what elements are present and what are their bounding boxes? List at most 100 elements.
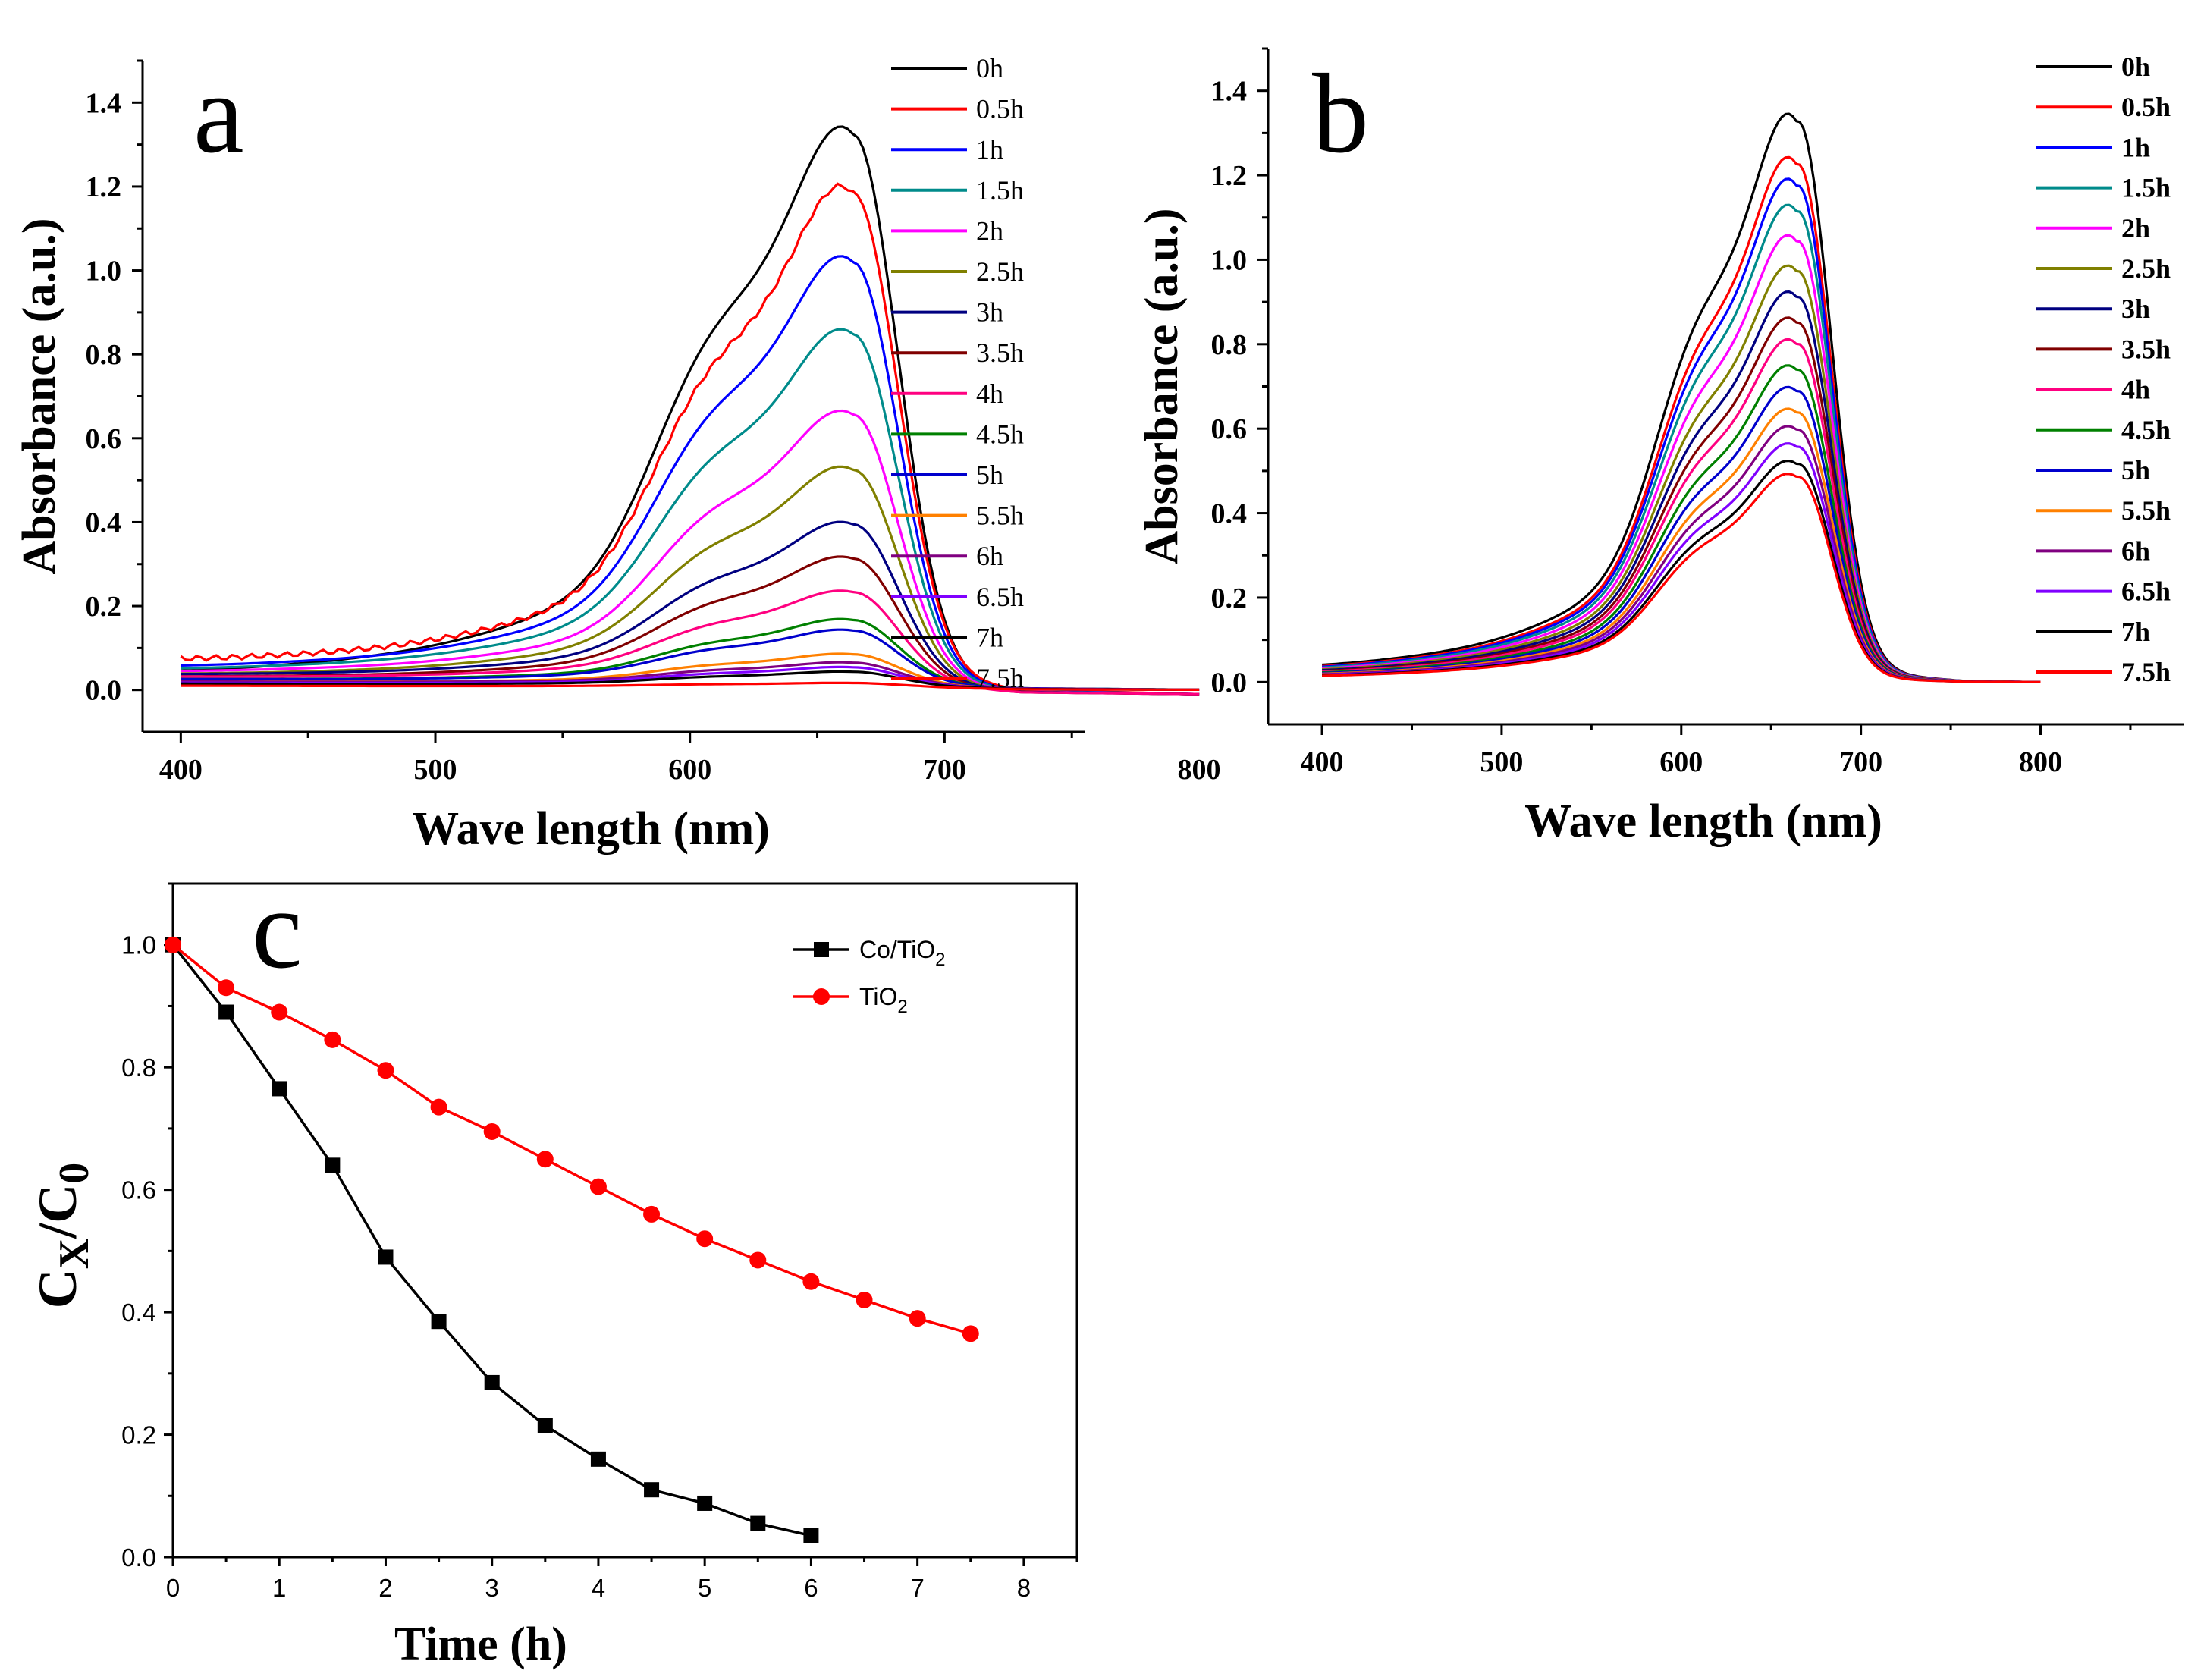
y-tick-label: 1.4 xyxy=(86,87,122,119)
data-point xyxy=(165,936,181,953)
legend-marker xyxy=(813,988,830,1005)
legend-label: 3h xyxy=(976,297,1003,328)
y-tick-label: 0.8 xyxy=(1211,329,1248,361)
y-tick-label: 0.0 xyxy=(1211,667,1248,699)
x-axis-label: Wave length (nm) xyxy=(412,803,770,855)
y-tick-label: 0.6 xyxy=(121,1176,156,1204)
y-tick-label: 0.2 xyxy=(1211,583,1248,614)
x-tick-label: 700 xyxy=(1839,746,1882,778)
x-tick-label: 800 xyxy=(1178,754,1221,786)
legend-label: Co/TiO2 xyxy=(859,936,946,970)
data-point xyxy=(802,1273,820,1290)
series-line-7.5h xyxy=(181,681,1200,691)
legend-label: 3.5h xyxy=(976,338,1024,368)
legend-label: 5.5h xyxy=(976,501,1024,531)
legend-label: 0h xyxy=(976,53,1003,83)
data-point xyxy=(218,1004,234,1020)
legend-label: 1.5h xyxy=(2121,173,2171,203)
plot-frame xyxy=(171,882,1078,1559)
panel-letter: b xyxy=(1312,51,1369,177)
legend-label: 2.5h xyxy=(976,256,1024,287)
y-tick-label: 0.2 xyxy=(121,1421,156,1449)
legend-label: 3.5h xyxy=(2121,334,2171,364)
legend-label: 7h xyxy=(2121,617,2150,647)
legend-label: 6h xyxy=(2121,535,2150,566)
data-point xyxy=(589,1178,607,1195)
series-line-1h xyxy=(181,255,1200,696)
x-tick-label: 4 xyxy=(592,1574,605,1602)
legend-label: 4h xyxy=(976,378,1003,409)
y-tick-label: 0.6 xyxy=(1211,413,1248,445)
y-tick-label: 0.4 xyxy=(86,507,122,539)
data-point xyxy=(324,1031,341,1048)
data-point xyxy=(537,1418,553,1433)
data-point xyxy=(536,1151,554,1168)
x-tick-label: 800 xyxy=(2019,746,2062,778)
y-tick-label: 1.2 xyxy=(86,171,122,203)
data-point xyxy=(750,1515,766,1531)
data-point xyxy=(377,1062,394,1079)
y-tick-label: 0.4 xyxy=(1211,498,1248,530)
x-tick-label: 400 xyxy=(159,754,203,786)
legend-label: 2h xyxy=(976,215,1003,246)
series-line-7h xyxy=(1322,460,2041,683)
data-point xyxy=(484,1374,500,1390)
data-point xyxy=(643,1205,661,1223)
legend-label: 7.5h xyxy=(976,663,1024,693)
x-tick-label: 5 xyxy=(698,1574,711,1602)
legend-label: 1h xyxy=(976,134,1003,165)
panel-letter: c xyxy=(252,866,303,992)
legend-label: 4.5h xyxy=(2121,415,2171,445)
series-line-4h xyxy=(1322,338,2041,683)
legend-label: 0.5h xyxy=(2121,92,2171,122)
x-tick-label: 600 xyxy=(668,754,711,786)
y-tick-label: 1.0 xyxy=(86,256,122,287)
x-tick-label: 3 xyxy=(485,1574,499,1602)
x-tick-label: 6 xyxy=(804,1574,818,1602)
x-axis-label: Time (h) xyxy=(394,1619,567,1670)
series-line-0h xyxy=(181,125,1200,696)
chart-panel-b: 0.0 0.2 0.4 0.6 0.8 1.0 1.2 1.4 400 500 600 700 800 W… xyxy=(1136,47,2184,847)
x-tick-label: 1 xyxy=(272,1574,286,1602)
x-tick-label: 600 xyxy=(1659,746,1703,778)
data-point xyxy=(272,1081,287,1097)
x-tick-label: 2 xyxy=(378,1574,392,1602)
legend-label: 3h xyxy=(2121,294,2150,324)
legend-label: 0h xyxy=(2121,52,2150,82)
series-line-0.5h xyxy=(1321,155,2041,683)
y-tick-label: 0.0 xyxy=(121,1543,156,1572)
data-point xyxy=(431,1314,447,1330)
series-line-7.5h xyxy=(1322,473,2041,683)
series-line xyxy=(171,944,972,1335)
y-tick-label: 0.2 xyxy=(86,591,122,623)
legend-label: 7h xyxy=(976,622,1003,652)
x-tick-label: 500 xyxy=(1480,746,1523,778)
panel-letter: a xyxy=(193,51,244,177)
data-point xyxy=(856,1291,873,1308)
x-tick-label: 7 xyxy=(910,1574,924,1602)
chart-panel-a: 0.0 0.2 0.4 0.6 0.8 1.0 1.2 1.4 400 500 600 700 800 W… xyxy=(14,51,1221,855)
legend-label: 4.5h xyxy=(976,419,1024,449)
y-tick-label: 0.8 xyxy=(86,339,122,371)
legend-label: 2h xyxy=(2121,213,2150,243)
legend-label: 1.5h xyxy=(976,175,1024,206)
data-point xyxy=(325,1157,341,1173)
legend-label: 2.5h xyxy=(2121,253,2171,284)
legend-label: 7.5h xyxy=(2121,657,2171,687)
legend-label: 6.5h xyxy=(2121,576,2171,607)
y-tick-label: 0.6 xyxy=(86,423,122,455)
y-axis-label: CX/C0 xyxy=(27,1163,98,1308)
y-tick-label: 1.0 xyxy=(1211,244,1248,276)
series-line-3.5h xyxy=(1322,316,2041,683)
legend-label: 6.5h xyxy=(976,582,1024,612)
legend-label: 0.5h xyxy=(976,94,1024,124)
legend-label: 1h xyxy=(2121,132,2150,162)
data-point xyxy=(483,1123,501,1140)
series-line-6h xyxy=(1322,425,2041,683)
y-tick-label: 0.8 xyxy=(121,1054,156,1082)
legend-label: 4h xyxy=(2121,375,2150,405)
y-tick-label: 1.2 xyxy=(1211,160,1248,192)
series-line-4h xyxy=(181,589,1200,696)
x-tick-label: 700 xyxy=(923,754,966,786)
